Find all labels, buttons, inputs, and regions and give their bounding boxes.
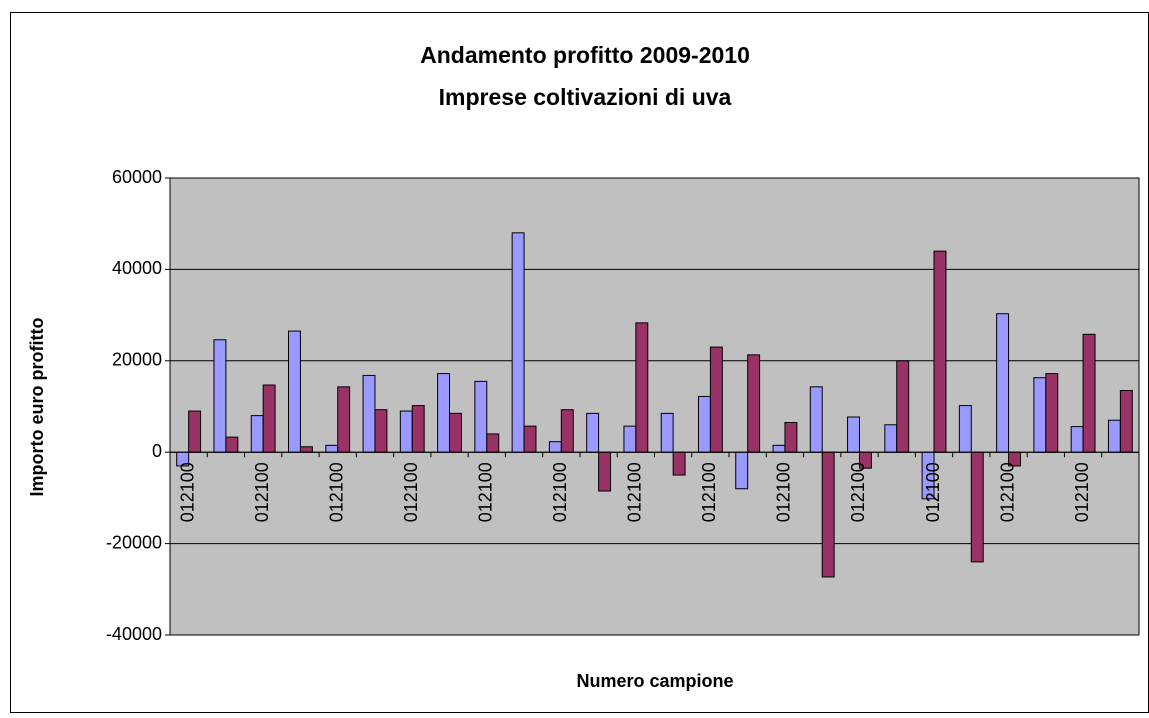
bar	[337, 386, 351, 453]
bar	[213, 339, 227, 453]
bar	[225, 436, 239, 453]
x-axis-title: Numero campione	[576, 671, 733, 691]
x-tick-label: 012100	[476, 462, 496, 522]
bar	[188, 410, 202, 453]
bar	[896, 360, 910, 453]
y-axis-title: Importo euro profitto	[27, 318, 47, 497]
y-tick-label: -40000	[106, 624, 162, 644]
bar	[933, 250, 947, 453]
x-tick-label: 012100	[177, 462, 197, 522]
bar	[735, 451, 749, 490]
x-tick-label: 012100	[1072, 462, 1092, 522]
bar	[772, 444, 786, 453]
bar	[511, 232, 525, 453]
bar	[299, 446, 313, 453]
bar	[660, 412, 674, 453]
bar	[809, 386, 823, 453]
x-tick-label: 012100	[699, 462, 719, 522]
x-tick-label: 012100	[401, 462, 421, 522]
bar	[709, 346, 723, 453]
y-tick-label: -20000	[106, 532, 162, 552]
x-tick-label: 012100	[550, 462, 570, 522]
x-tick-label: 012100	[923, 462, 943, 522]
bar	[958, 405, 972, 453]
bar	[288, 330, 301, 453]
bar	[697, 395, 711, 453]
bar	[672, 451, 686, 476]
x-tick-label: 012100	[326, 462, 346, 522]
y-tick-label: 20000	[112, 350, 162, 370]
bar	[548, 441, 562, 453]
chart-subtitle: Imprese coltivazioni di uva	[439, 84, 732, 110]
bar	[399, 410, 413, 453]
x-tick-label: 012100	[774, 462, 794, 522]
bar	[474, 380, 488, 453]
bar	[1119, 390, 1133, 453]
y-tick-label: 60000	[112, 167, 162, 187]
plot-area	[170, 178, 1139, 635]
bar	[449, 412, 462, 453]
bar	[437, 373, 451, 453]
chart-title: Andamento profitto 2009-2010	[420, 42, 750, 68]
bar	[1082, 333, 1096, 453]
bar	[884, 424, 898, 453]
bar	[970, 451, 984, 563]
x-tick-label: 012100	[997, 462, 1017, 522]
bar	[486, 433, 500, 453]
bar	[1070, 426, 1084, 453]
bar	[523, 425, 537, 453]
bar	[635, 322, 649, 453]
bar	[586, 412, 600, 453]
x-tick-label: 012100	[252, 462, 272, 522]
x-tick-label: 012100	[625, 462, 645, 522]
bar	[623, 425, 637, 453]
bar	[250, 415, 264, 453]
bar	[1045, 373, 1059, 453]
y-tick-label: 40000	[112, 258, 162, 278]
bar	[325, 444, 339, 453]
bar	[362, 374, 376, 453]
bar	[411, 405, 425, 453]
plot-border	[169, 177, 1140, 636]
bar	[598, 451, 612, 492]
bar	[847, 416, 860, 453]
x-tick-label: 012100	[848, 462, 868, 522]
bar	[560, 409, 574, 453]
bar	[374, 409, 388, 453]
bar	[747, 354, 761, 453]
bar	[1033, 377, 1047, 453]
bar	[1107, 419, 1121, 453]
bar	[262, 384, 276, 453]
bar	[996, 313, 1010, 453]
y-tick-label: 0	[152, 441, 162, 461]
bar	[784, 421, 798, 453]
bar	[821, 451, 835, 578]
